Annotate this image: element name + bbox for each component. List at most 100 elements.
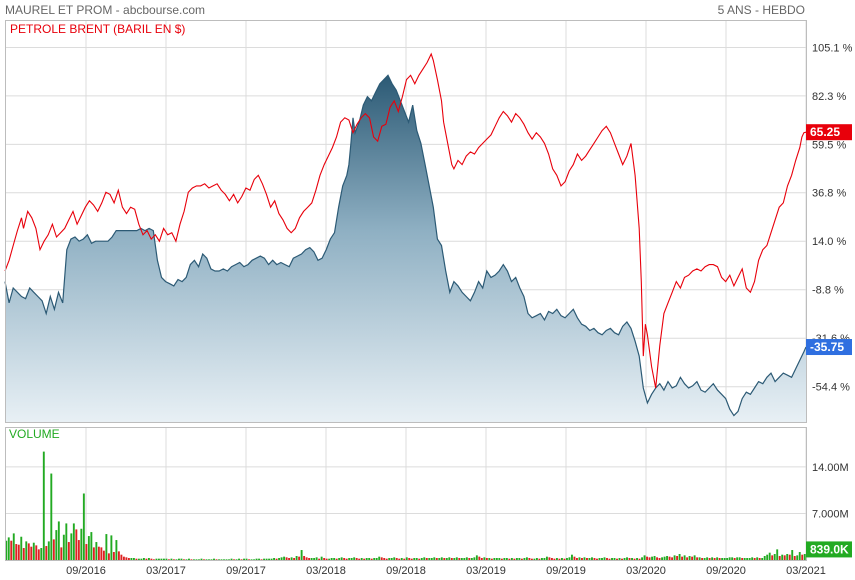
volume-bar xyxy=(656,557,659,560)
volume-bar xyxy=(696,557,699,560)
volume-bar xyxy=(493,558,496,560)
volume-bar xyxy=(458,558,461,560)
volume-bar xyxy=(515,558,518,560)
volume-bar xyxy=(365,558,368,560)
volume-bar xyxy=(355,558,358,560)
volume-bar xyxy=(67,542,70,560)
volume-bar xyxy=(200,558,203,560)
volume-bar xyxy=(738,557,741,560)
volume-bar xyxy=(483,557,486,560)
volume-bar xyxy=(338,558,341,560)
volume-bar xyxy=(385,558,388,560)
volume-bar xyxy=(520,558,523,560)
volume-bar xyxy=(753,558,756,560)
volume-bar xyxy=(763,556,766,560)
volume-bar xyxy=(398,558,401,560)
volume-bar xyxy=(303,556,306,560)
volume-bar xyxy=(370,558,373,560)
volume-bar xyxy=(510,558,513,560)
volume-bar xyxy=(651,556,654,560)
volume-bar xyxy=(50,473,53,560)
volume-bar xyxy=(95,542,98,560)
volume-bar xyxy=(661,557,664,560)
volume-bar xyxy=(363,558,366,560)
volume-bar xyxy=(455,557,458,560)
volume-bar xyxy=(676,556,679,560)
volume-bar xyxy=(718,558,721,560)
volume-bar xyxy=(25,541,28,560)
volume-bar xyxy=(308,558,311,560)
volume-bar xyxy=(100,547,103,560)
volume-bar xyxy=(270,558,273,560)
volume-bar xyxy=(122,556,125,560)
oil-last-value-tag: 65.25 xyxy=(810,125,840,139)
volume-bar xyxy=(105,534,108,560)
volume-bar xyxy=(405,557,408,560)
volume-bar xyxy=(668,556,671,560)
volume-bar xyxy=(773,554,776,560)
volume-bar xyxy=(648,557,651,560)
volume-bar xyxy=(558,558,561,560)
volume-bar xyxy=(20,536,23,560)
volume-bar xyxy=(553,558,556,560)
volume-bar xyxy=(606,558,608,560)
volume-bar xyxy=(360,558,363,560)
x-tick-label: 03/2017 xyxy=(146,565,186,577)
volume-bar xyxy=(673,555,676,560)
volume-bar xyxy=(80,528,83,560)
volume-bar xyxy=(12,533,15,560)
volume-bar xyxy=(60,547,63,560)
volume-bar xyxy=(573,556,576,560)
volume-bar xyxy=(400,558,403,560)
volume-bar xyxy=(535,558,538,560)
volume-bar xyxy=(238,558,240,560)
y-tick-label: 36.8 % xyxy=(812,188,846,200)
panel-frames xyxy=(5,20,807,561)
volume-bar xyxy=(616,558,618,560)
volume-bar xyxy=(545,556,548,560)
volume-bar xyxy=(345,558,348,560)
volume-bar xyxy=(388,558,391,560)
volume-last-value-tag: 839.0K xyxy=(810,542,849,556)
volume-bar xyxy=(495,558,498,560)
volume-bar xyxy=(460,558,463,560)
axis-labels: 09/2016 03/2017 09/2017 03/2018 09/2018 03/20… xyxy=(9,22,853,577)
volume-bar xyxy=(686,557,689,560)
volume-bar xyxy=(175,559,178,560)
volume-bar xyxy=(711,557,714,560)
volume-bar xyxy=(691,556,694,560)
volume-bar xyxy=(383,558,386,560)
volume-bar xyxy=(653,556,656,560)
volume-bar xyxy=(65,523,68,560)
volume-bar xyxy=(505,558,508,560)
volume-bar xyxy=(318,558,321,560)
volume-bar xyxy=(623,558,626,560)
volume-bar xyxy=(157,558,160,560)
volume-bar xyxy=(5,540,8,560)
volume-bar xyxy=(465,557,468,560)
volume-bar xyxy=(240,559,243,560)
volume-bars xyxy=(5,451,806,561)
volume-bar xyxy=(350,558,353,560)
volume-bar xyxy=(188,558,190,560)
volume-bar xyxy=(295,556,298,560)
volume-bar xyxy=(235,559,238,560)
volume-bar xyxy=(330,558,333,560)
volume-bar xyxy=(72,523,75,560)
y-tick-label: 59.5 % xyxy=(812,139,846,151)
volume-bar xyxy=(245,558,248,560)
volume-bar xyxy=(525,557,528,560)
volume-bar xyxy=(781,554,784,560)
volume-bar xyxy=(628,558,631,560)
volume-bar xyxy=(150,558,153,560)
volume-bar xyxy=(132,558,135,560)
volume-bar xyxy=(433,557,436,560)
volume-bar xyxy=(626,557,628,560)
volume-bar xyxy=(213,558,215,560)
volume-bar xyxy=(413,558,416,560)
volume-bar xyxy=(518,558,521,560)
volume-bar xyxy=(638,558,641,560)
volume-bar xyxy=(325,558,328,560)
volume-bar xyxy=(596,558,598,560)
